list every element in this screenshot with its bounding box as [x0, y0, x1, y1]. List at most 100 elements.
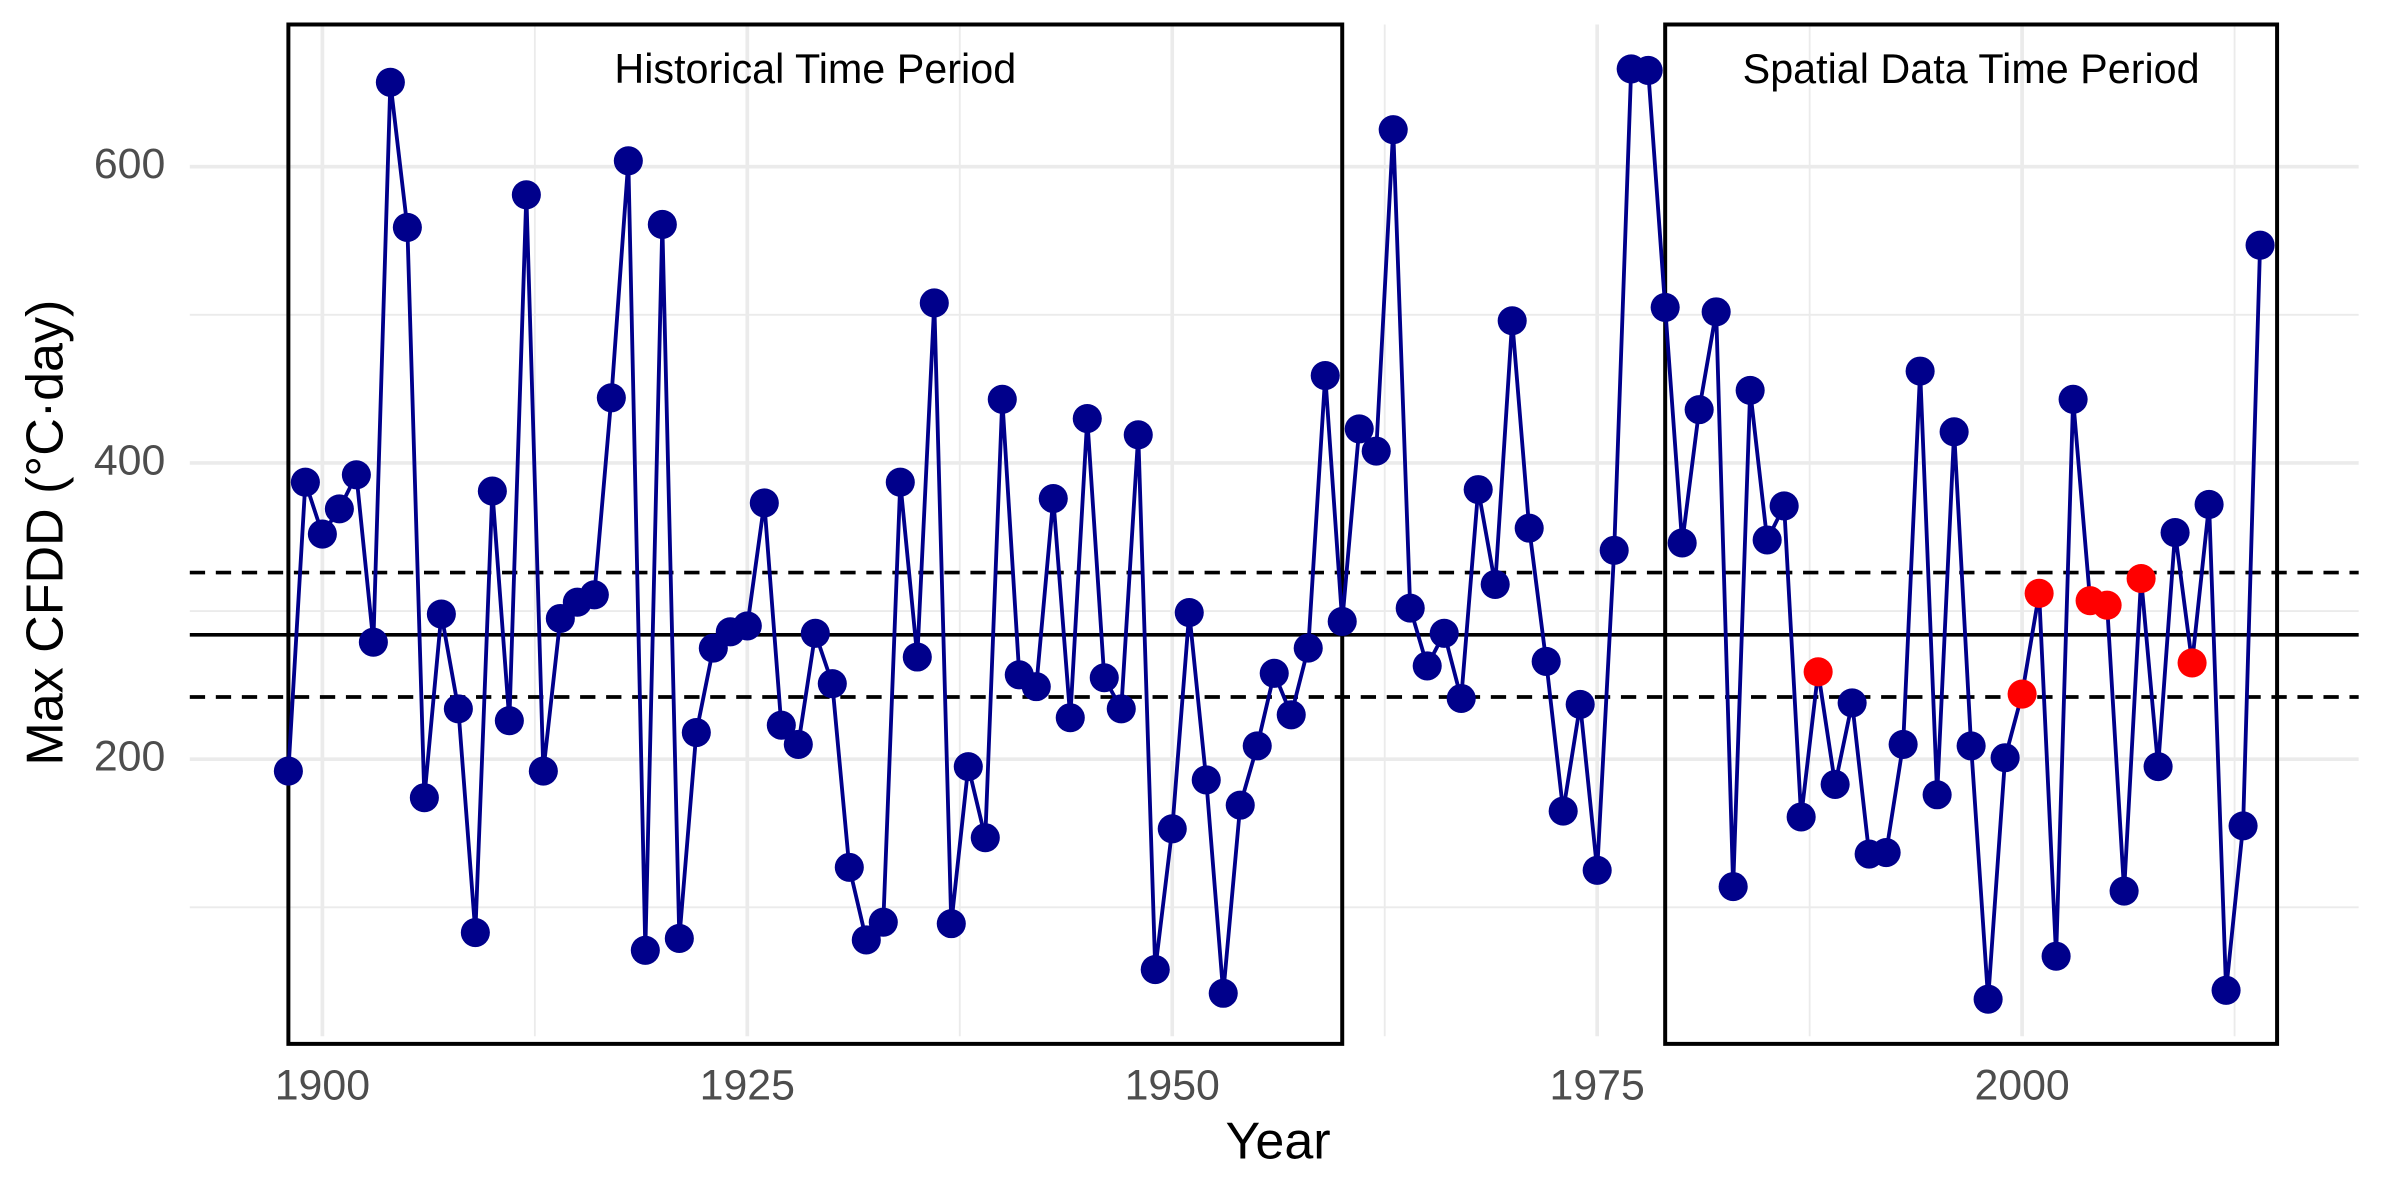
y-tick-label: 600	[94, 140, 165, 188]
data-point	[664, 923, 694, 953]
data-point	[919, 288, 949, 318]
data-point	[2058, 384, 2088, 414]
data-point	[1293, 633, 1323, 663]
data-point	[2245, 230, 2275, 260]
data-point	[1259, 658, 1289, 688]
period-box	[1663, 22, 2280, 1046]
data-point	[2041, 941, 2071, 971]
data-point	[1344, 414, 1374, 444]
x-tick-label: 2000	[1974, 1062, 2069, 1110]
data-point	[1157, 814, 1187, 844]
period-box	[286, 22, 1345, 1046]
data-point	[1599, 535, 1629, 565]
data-point	[1412, 651, 1442, 681]
data-point	[341, 460, 371, 490]
data-point	[1191, 765, 1221, 795]
data-point	[2143, 752, 2173, 782]
data-point	[1548, 796, 1578, 826]
x-tick-label: 1925	[700, 1062, 795, 1110]
data-point	[1106, 694, 1136, 724]
data-point	[681, 718, 711, 748]
data-point	[1242, 731, 1272, 761]
data-point	[1225, 790, 1255, 820]
data-point	[1973, 984, 2003, 1014]
data-point	[426, 599, 456, 629]
highlight-point	[2024, 578, 2054, 608]
data-point	[1055, 703, 1085, 733]
data-point	[2228, 811, 2258, 841]
y-axis-title: Max CFDD (°C·day)	[17, 300, 75, 766]
data-point	[2109, 876, 2139, 906]
x-tick-label: 1950	[1125, 1062, 1220, 1110]
data-point	[1718, 872, 1748, 902]
data-point	[477, 476, 507, 506]
data-point	[1701, 297, 1731, 327]
data-point	[460, 917, 490, 948]
data-point	[1072, 403, 1102, 434]
data-point	[1208, 978, 1238, 1008]
data-point	[1837, 688, 1867, 718]
data-point	[1327, 606, 1357, 636]
data-point	[1140, 955, 1170, 985]
data-point	[1735, 375, 1765, 405]
data-point	[1650, 292, 1680, 322]
y-tick-label: 400	[94, 436, 165, 484]
x-tick-label: 1900	[275, 1062, 370, 1110]
highlight-point	[2007, 679, 2037, 709]
data-point	[1276, 700, 1306, 730]
data-point	[987, 384, 1017, 414]
data-point	[273, 756, 303, 786]
data-point	[1582, 855, 1612, 885]
data-point	[749, 488, 779, 518]
data-point	[1565, 689, 1595, 719]
data-point	[1123, 420, 1153, 450]
data-point	[902, 642, 932, 672]
data-point	[511, 180, 541, 210]
data-point	[1310, 361, 1340, 391]
data-point	[1174, 598, 1204, 628]
data-point	[1089, 663, 1119, 693]
data-point	[647, 209, 677, 240]
data-point	[834, 852, 864, 882]
data-point	[1021, 672, 1051, 702]
data-line	[286, 66, 2262, 1000]
data-point	[1990, 743, 2020, 773]
x-tick-label: 1975	[1550, 1062, 1645, 1110]
data-point	[936, 909, 966, 939]
data-point	[1514, 513, 1544, 543]
data-point	[868, 907, 898, 937]
data-point	[1888, 729, 1918, 759]
data-point	[1684, 395, 1714, 425]
data-point	[2194, 489, 2224, 519]
data-point	[1480, 569, 1510, 599]
data-point	[443, 694, 473, 724]
data-point	[1786, 802, 1816, 832]
data-point	[1038, 483, 1068, 514]
data-point	[290, 467, 320, 497]
data-point	[885, 467, 915, 497]
data-point	[307, 519, 337, 549]
data-point	[596, 383, 626, 413]
data-point	[732, 611, 762, 641]
data-point	[1395, 593, 1425, 623]
data-point	[1939, 417, 1969, 447]
data-point	[494, 706, 524, 736]
data-point	[579, 580, 609, 610]
data-point	[1429, 618, 1459, 648]
data-point	[1667, 528, 1697, 558]
data-point	[358, 627, 388, 657]
data-point	[1820, 769, 1850, 799]
data-point	[1446, 683, 1476, 714]
data-point	[1905, 356, 1935, 386]
x-axis-title: Year	[1225, 1113, 1330, 1171]
data-point	[409, 783, 439, 813]
data-point	[324, 494, 354, 524]
y-tick-label: 200	[94, 733, 165, 781]
period-label: Historical Time Period	[614, 46, 1016, 92]
period-label: Spatial Data Time Period	[1743, 46, 2200, 92]
highlight-point	[1803, 657, 1833, 687]
data-point	[1956, 731, 1986, 761]
data-point	[1633, 55, 1663, 85]
data-point	[1752, 525, 1782, 555]
